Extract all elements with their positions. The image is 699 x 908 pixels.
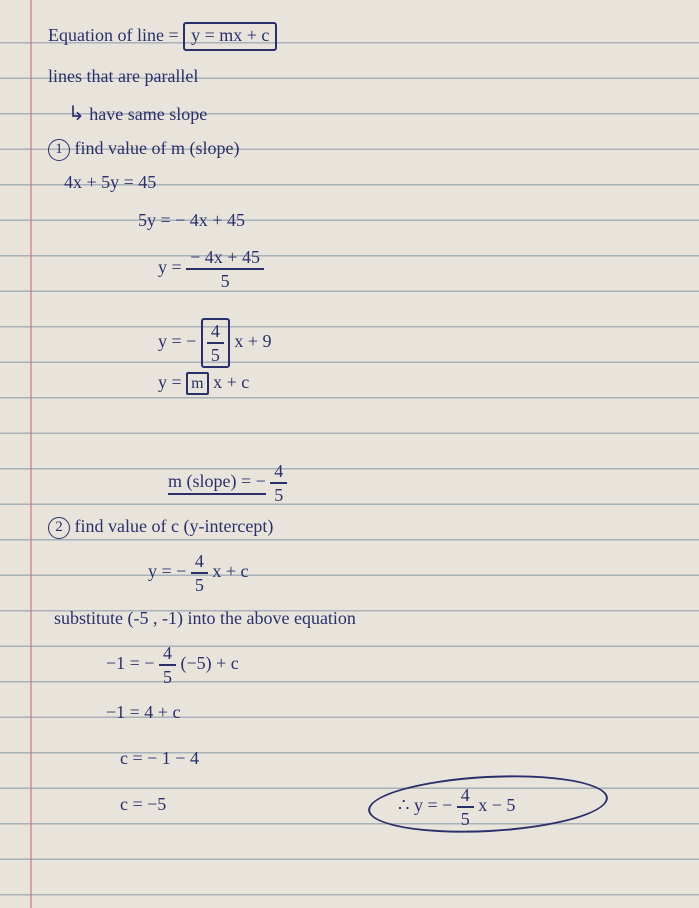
line-substitute: substitute (-5 , -1) into the above equa… xyxy=(54,608,356,630)
eq-c2: c = −5 xyxy=(120,794,166,816)
eq-y-slope: y = − 4 5 x + 9 xyxy=(158,318,271,368)
denominator: 5 xyxy=(186,270,264,290)
arrow-icon: ↳ xyxy=(68,103,85,125)
denominator: 5 xyxy=(270,484,287,504)
text: (−5) + c xyxy=(180,653,238,673)
eq-c1: c = − 1 − 4 xyxy=(120,748,199,770)
text: find value of c (y-intercept) xyxy=(75,516,274,536)
denominator: 5 xyxy=(191,574,208,594)
numerator: 4 xyxy=(191,552,208,574)
numerator: − 4x + 45 xyxy=(186,248,264,270)
step-1: 1 find value of m (slope) xyxy=(48,138,239,161)
fraction: 4 5 xyxy=(191,552,208,594)
text: x + c xyxy=(213,372,249,392)
numerator: 4 xyxy=(270,462,287,484)
eq-neg1: −1 = 4 + c xyxy=(106,702,180,724)
text: y = xyxy=(158,257,182,277)
eq-m-slope: m (slope) = − 4 5 xyxy=(168,462,287,504)
circled-number-2: 2 xyxy=(48,517,70,539)
text: find value of m (slope) xyxy=(75,138,240,158)
numerator: 4 xyxy=(159,644,176,666)
eq-y-fraction: y = − 4x + 45 5 xyxy=(158,248,264,290)
boxed-m: m xyxy=(186,372,208,395)
step-2: 2 find value of c (y-intercept) xyxy=(48,516,273,539)
fraction: − 4x + 45 5 xyxy=(186,248,264,290)
line-equation-of-line: Equation of line = y = mx + c xyxy=(48,22,277,51)
text: have same slope xyxy=(89,104,207,124)
fraction: 4 5 xyxy=(270,462,287,504)
eq-5y: 5y = − 4x + 45 xyxy=(138,210,245,232)
eq-y-mx-c: y = m x + c xyxy=(158,372,249,395)
text: −1 = − xyxy=(106,653,154,673)
text: x + c xyxy=(212,561,248,581)
eq-4x-5y: 4x + 5y = 45 xyxy=(64,172,156,194)
boxed-fraction: 4 5 xyxy=(201,318,230,368)
line-same-slope: ↳ have same slope xyxy=(68,102,207,126)
boxed-formula: y = mx + c xyxy=(183,22,277,51)
text: Equation of line = xyxy=(48,25,179,45)
line-parallel: lines that are parallel xyxy=(48,66,198,88)
margin-rule xyxy=(30,0,32,908)
denominator: 5 xyxy=(207,344,224,364)
fraction: 4 5 xyxy=(159,644,176,686)
eq-y-plus-c: y = − 4 5 x + c xyxy=(148,552,248,594)
text: y = − xyxy=(148,561,186,581)
ruled-paper-background xyxy=(0,0,699,908)
numerator: 4 xyxy=(207,322,224,344)
text: y = − xyxy=(158,331,196,351)
text: x + 9 xyxy=(234,331,271,351)
eq-sub: −1 = − 4 5 (−5) + c xyxy=(106,644,239,686)
underlined: m (slope) = − xyxy=(168,471,266,495)
denominator: 5 xyxy=(159,666,176,686)
circled-number-1: 1 xyxy=(48,139,70,161)
text: y = xyxy=(158,372,182,392)
